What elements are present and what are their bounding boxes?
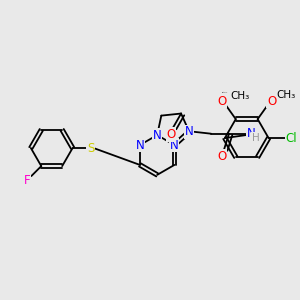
Text: O: O — [167, 128, 176, 141]
Text: O: O — [217, 95, 226, 108]
Text: O: O — [218, 150, 226, 163]
Text: S: S — [87, 142, 94, 154]
Text: Cl: Cl — [286, 132, 297, 145]
Text: N: N — [247, 127, 255, 140]
Text: O: O — [267, 95, 276, 108]
Text: CH₃: CH₃ — [231, 91, 250, 101]
Text: CH₃: CH₃ — [277, 90, 296, 100]
Text: N: N — [153, 129, 162, 142]
Text: N: N — [170, 139, 179, 152]
Text: F: F — [24, 173, 31, 187]
Text: N: N — [136, 139, 144, 152]
Text: H: H — [252, 133, 260, 143]
Text: N: N — [185, 125, 194, 138]
Text: methoxy: methoxy — [222, 92, 228, 93]
